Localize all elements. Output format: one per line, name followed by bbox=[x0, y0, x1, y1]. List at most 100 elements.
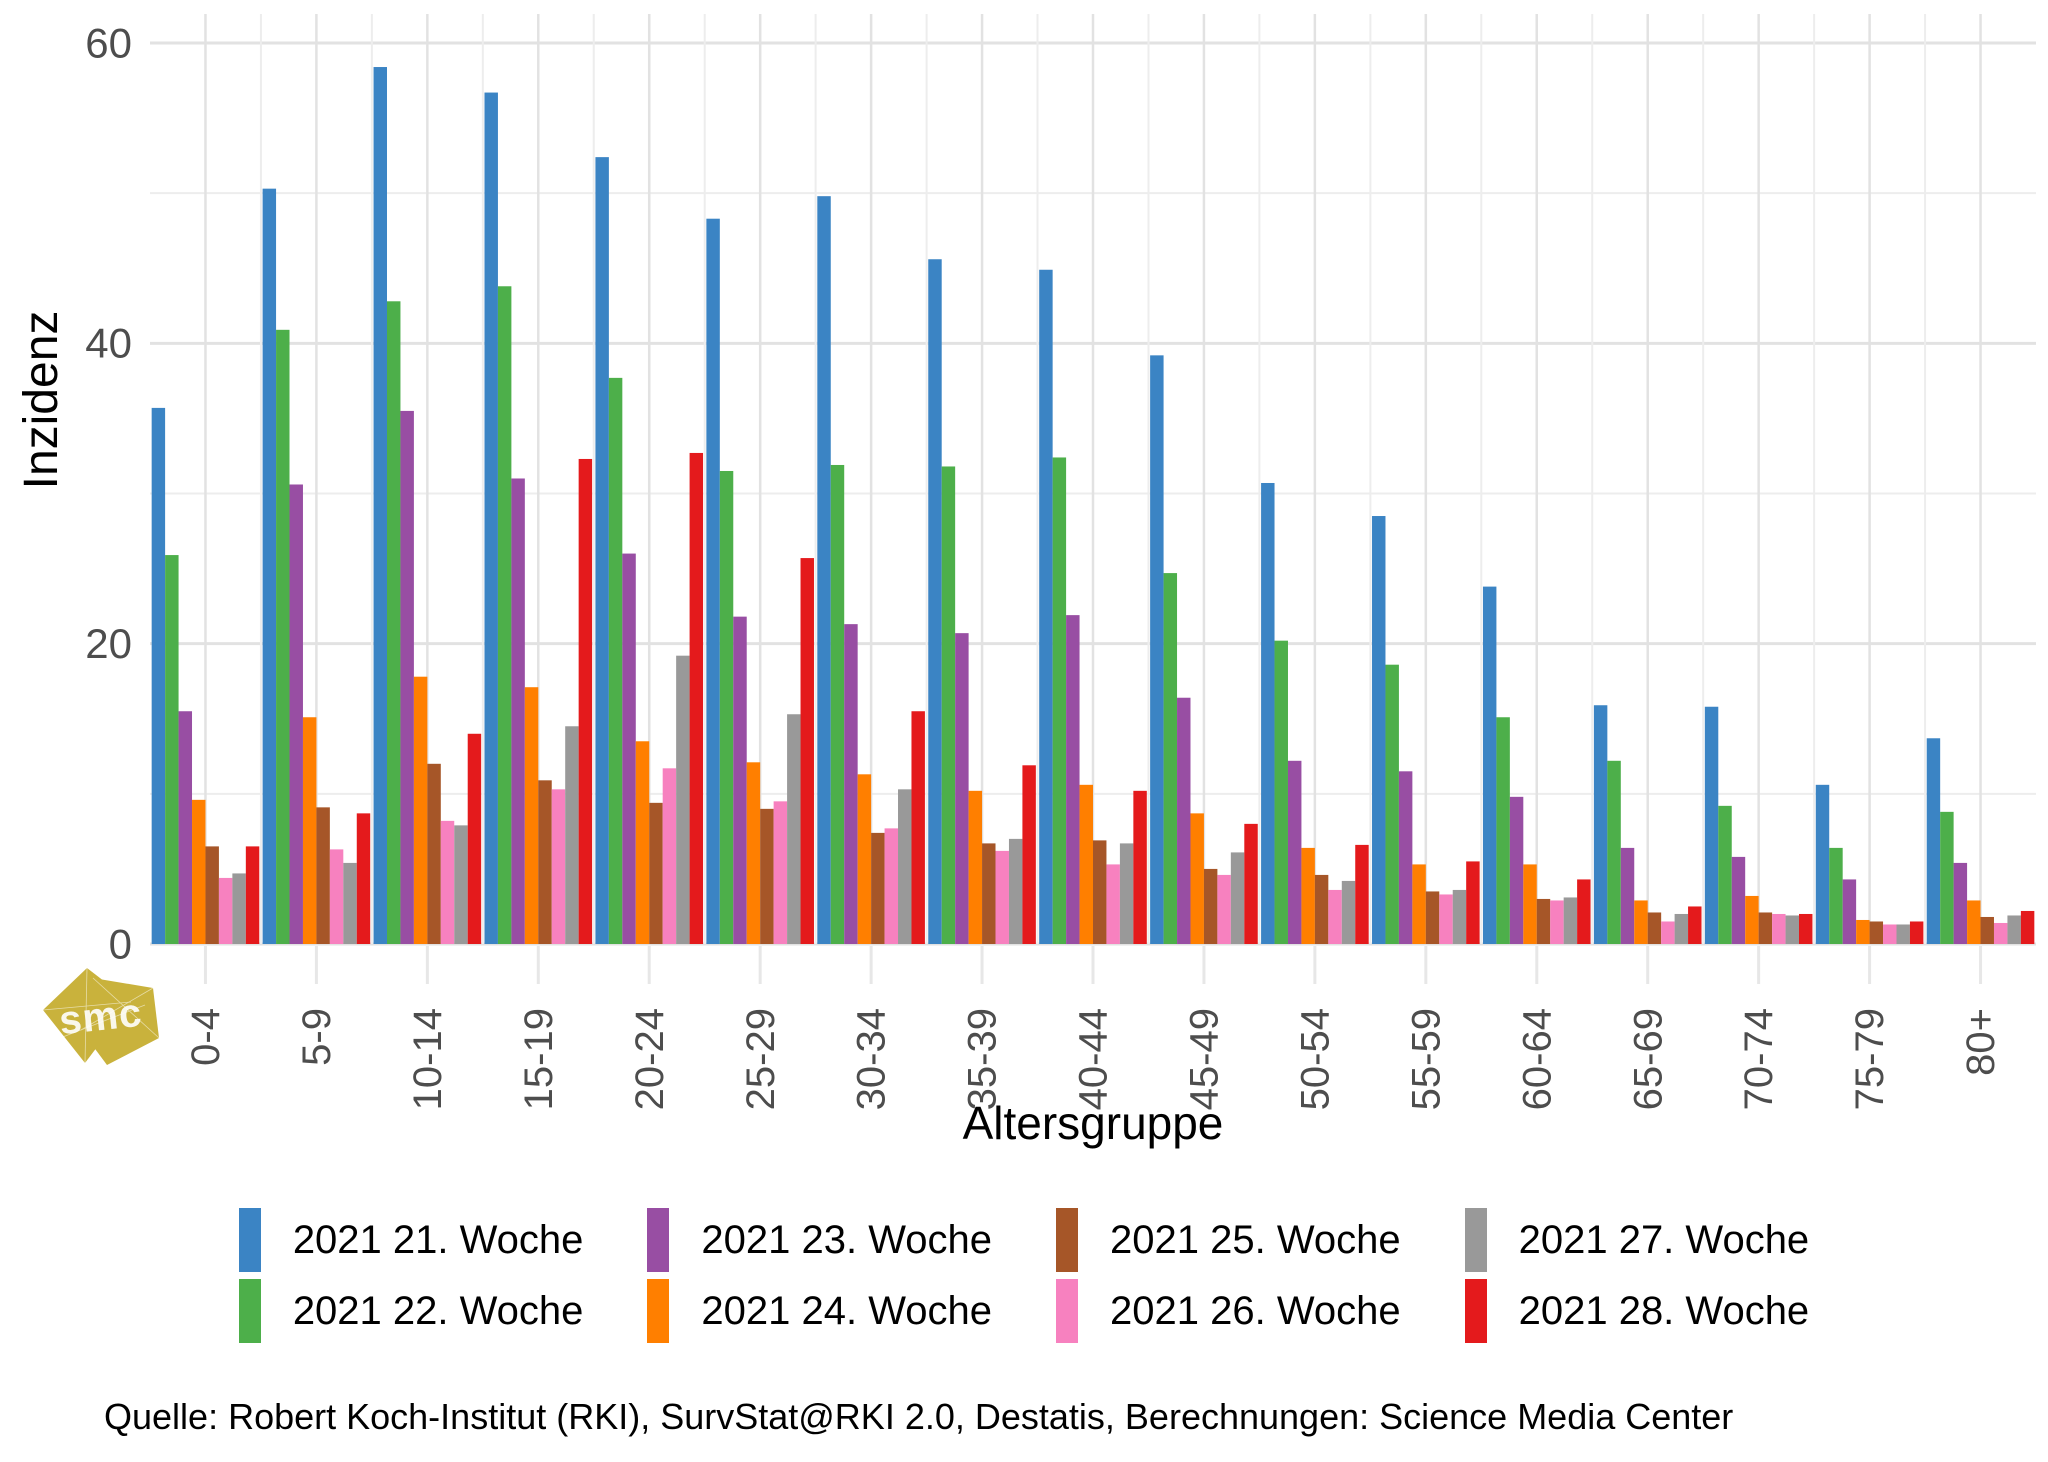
bar bbox=[165, 555, 179, 944]
bar bbox=[302, 717, 317, 944]
legend-item: 2021 26. Woche bbox=[1056, 1279, 1401, 1343]
bar bbox=[1607, 760, 1621, 944]
bar bbox=[1745, 895, 1759, 944]
bar bbox=[232, 873, 246, 944]
bar bbox=[1731, 856, 1746, 944]
bar bbox=[1119, 843, 1134, 944]
bar bbox=[1008, 838, 1023, 944]
bar bbox=[1301, 847, 1315, 944]
bar bbox=[1647, 912, 1662, 944]
bar bbox=[1829, 847, 1843, 944]
x-tick-label: 25-29 bbox=[739, 1008, 783, 1110]
bar bbox=[844, 624, 858, 944]
x-tick-label: 0-4 bbox=[184, 1008, 228, 1066]
bar bbox=[356, 813, 371, 944]
bar bbox=[538, 780, 552, 944]
bar bbox=[497, 286, 512, 944]
bar bbox=[1799, 913, 1813, 944]
bar bbox=[151, 407, 166, 944]
bar bbox=[343, 862, 357, 944]
legend-column: 2021 21. Woche 2021 22. Woche bbox=[238, 1208, 584, 1343]
bar bbox=[1177, 697, 1191, 944]
bar bbox=[289, 484, 303, 944]
y-tick-label: 0 bbox=[109, 920, 132, 967]
bar bbox=[413, 676, 428, 944]
bar bbox=[1940, 811, 1954, 944]
legend-label: 2021 27. Woche bbox=[1518, 1218, 1810, 1262]
bar bbox=[1328, 889, 1342, 944]
bar bbox=[1953, 862, 1968, 944]
bar bbox=[689, 452, 704, 944]
bar bbox=[511, 478, 525, 944]
bar bbox=[968, 790, 983, 944]
legend-item: 2021 28. Woche bbox=[1464, 1279, 1809, 1343]
legend-swatch bbox=[1464, 1208, 1487, 1272]
bar bbox=[1967, 900, 1981, 944]
bar bbox=[178, 711, 193, 944]
x-tick-label: 40-44 bbox=[1072, 1008, 1116, 1110]
bar bbox=[1496, 717, 1510, 944]
bar bbox=[427, 763, 441, 944]
x-tick-label: 50-54 bbox=[1293, 1008, 1337, 1110]
bar bbox=[1398, 771, 1413, 944]
legend-label: 2021 21. Woche bbox=[292, 1218, 584, 1262]
x-tick-label: 20-24 bbox=[628, 1008, 672, 1110]
bar bbox=[1536, 898, 1551, 944]
legend-label: 2021 24. Woche bbox=[701, 1289, 992, 1333]
y-tick-label: 40 bbox=[85, 320, 132, 367]
x-axis-title: Altersgruppe bbox=[962, 1097, 1224, 1149]
bar bbox=[578, 458, 593, 944]
bar bbox=[1093, 840, 1107, 944]
axis: 0 20 40 60 0-4 5-9 10-14 15-19 20-24 25-29 30-34 35… bbox=[85, 19, 2003, 1110]
x-tick-label: 45-49 bbox=[1183, 1008, 1227, 1110]
legend-swatch bbox=[1464, 1279, 1487, 1343]
bar bbox=[440, 820, 455, 944]
legend-item: 2021 22. Woche bbox=[238, 1279, 583, 1343]
bar bbox=[662, 768, 677, 944]
bar bbox=[733, 616, 747, 944]
x-tick-label: 15-19 bbox=[517, 1008, 561, 1110]
bar bbox=[1661, 921, 1675, 944]
legend-swatch bbox=[1056, 1279, 1078, 1343]
bar bbox=[1314, 874, 1329, 944]
bar bbox=[1163, 573, 1178, 944]
bar bbox=[995, 850, 1009, 944]
bar bbox=[817, 196, 831, 945]
bar bbox=[1052, 457, 1067, 944]
legend-column: 2021 23. Woche 2021 24. Woche bbox=[647, 1208, 992, 1343]
bar bbox=[1785, 915, 1799, 944]
bar bbox=[551, 789, 566, 944]
bar bbox=[1815, 784, 1830, 944]
bar bbox=[760, 808, 774, 944]
bar bbox=[1106, 864, 1120, 944]
bar bbox=[1674, 913, 1689, 944]
bar bbox=[2020, 910, 2035, 944]
x-tick-label: 35-39 bbox=[961, 1008, 1005, 1110]
bar bbox=[982, 843, 996, 944]
legend-label: 2021 23. Woche bbox=[701, 1218, 992, 1262]
bar bbox=[1772, 913, 1786, 944]
bar bbox=[787, 714, 801, 944]
bar bbox=[1980, 916, 1994, 944]
bar bbox=[830, 464, 845, 944]
legend-item: 2021 21. Woche bbox=[238, 1208, 584, 1272]
bar bbox=[884, 828, 899, 944]
bar bbox=[205, 846, 219, 944]
bar bbox=[565, 726, 579, 944]
bar bbox=[941, 466, 956, 944]
smc-logo: smc bbox=[42, 967, 160, 1065]
bar bbox=[719, 470, 734, 944]
x-tick-label: 80+ bbox=[1959, 1008, 2003, 1076]
bar bbox=[1355, 844, 1369, 944]
bar bbox=[1425, 891, 1440, 944]
bar bbox=[706, 218, 720, 944]
legend-label: 2021 25. Woche bbox=[1110, 1218, 1401, 1262]
bar bbox=[1883, 924, 1897, 944]
bar bbox=[387, 301, 401, 944]
bar bbox=[911, 711, 925, 944]
bar bbox=[1593, 705, 1608, 944]
legend-item: 2021 25. Woche bbox=[1056, 1208, 1401, 1272]
legend: 2021 21. Woche 2021 22. Woche 2021 23. Woc… bbox=[0, 1208, 2048, 1343]
bar bbox=[484, 92, 498, 945]
bar bbox=[2007, 915, 2021, 944]
